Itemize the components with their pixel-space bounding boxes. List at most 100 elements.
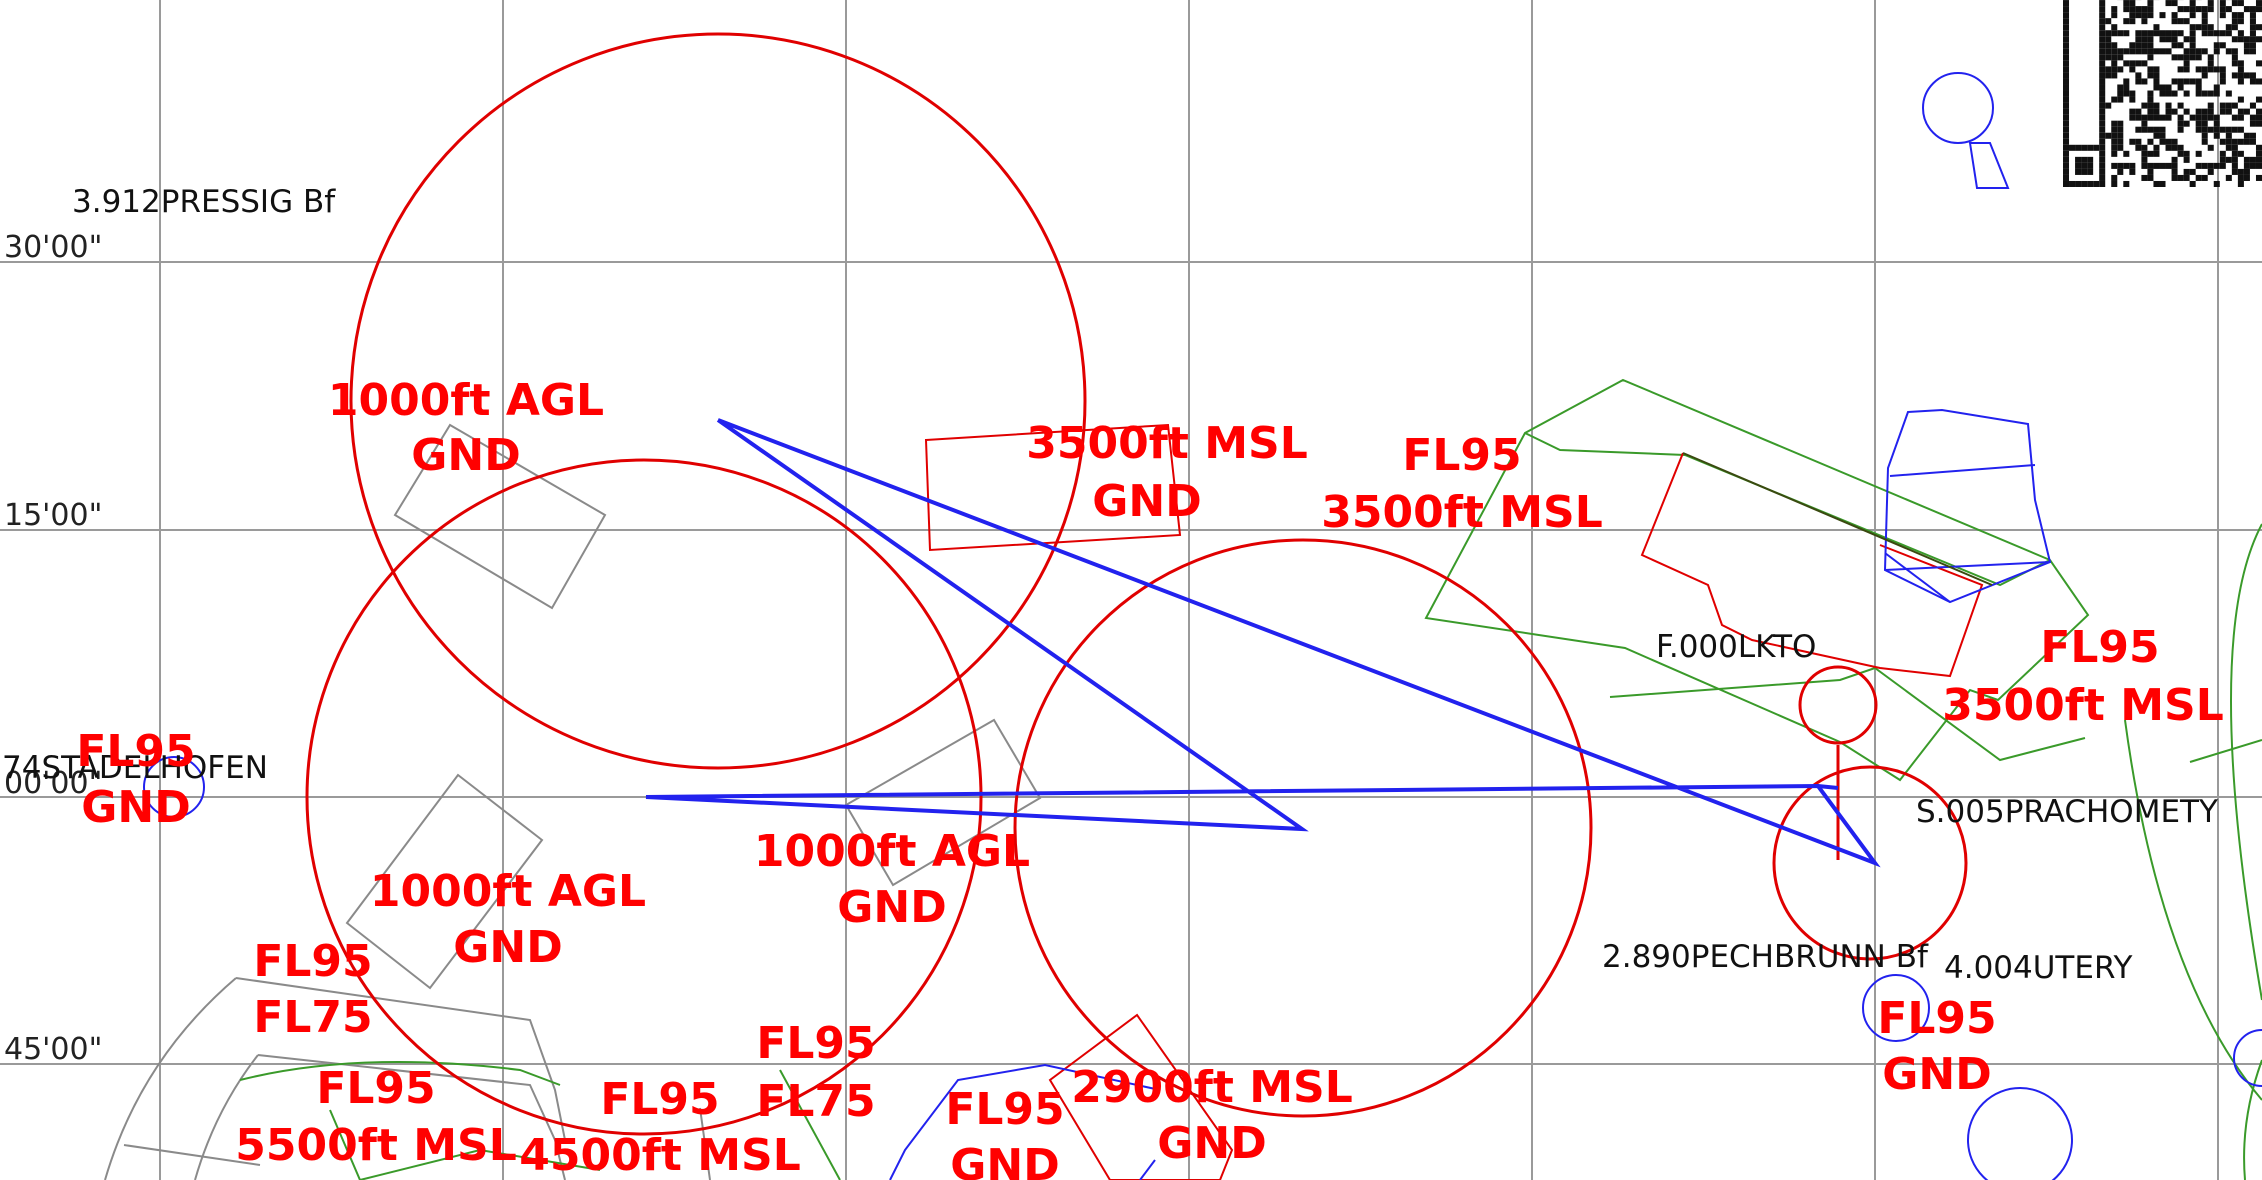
qr-module bbox=[2117, 126, 2124, 133]
qr-module bbox=[2213, 180, 2220, 187]
qr-module bbox=[2099, 78, 2106, 85]
qr-module bbox=[2207, 6, 2214, 13]
qr-module bbox=[2219, 108, 2226, 115]
qr-module bbox=[2213, 120, 2220, 127]
qr-module bbox=[2111, 120, 2118, 127]
qr-module bbox=[2135, 126, 2142, 133]
qr-module bbox=[2171, 54, 2178, 61]
altitude-label[interactable]: FL95 3500ft MSL bbox=[1942, 622, 2223, 731]
qr-module bbox=[2201, 126, 2208, 133]
qr-module bbox=[2153, 180, 2160, 187]
waypoint-lkto[interactable]: F.000LKTO bbox=[1656, 629, 1816, 665]
qr-module bbox=[2237, 138, 2244, 145]
qr-module bbox=[2237, 108, 2244, 115]
qr-module bbox=[2231, 72, 2238, 79]
qr-module bbox=[2225, 48, 2232, 55]
qr-module bbox=[2063, 90, 2070, 97]
qr-module bbox=[2099, 132, 2106, 139]
qr-module bbox=[2075, 144, 2082, 151]
qr-module bbox=[2255, 0, 2262, 7]
altitude-label[interactable]: FL95 4500ft MSL bbox=[519, 1074, 800, 1180]
ctr-areas bbox=[239, 378, 2262, 1180]
qr-module bbox=[2147, 108, 2154, 115]
qr-module bbox=[2189, 78, 2196, 85]
qr-module bbox=[2243, 108, 2250, 115]
qr-module bbox=[2249, 12, 2256, 19]
waypoint-pechbrunn[interactable]: 2.890PECHBRUNN Bf bbox=[1602, 939, 1929, 975]
qr-module bbox=[2099, 12, 2106, 19]
qr-module bbox=[2201, 30, 2208, 37]
qr-module bbox=[2117, 48, 2124, 55]
qr-module bbox=[2237, 150, 2244, 157]
qr-module bbox=[2141, 42, 2148, 49]
qr-module bbox=[2243, 36, 2250, 43]
qr-module bbox=[2189, 114, 2196, 121]
qr-module bbox=[2123, 90, 2130, 97]
qr-module bbox=[2165, 0, 2172, 7]
qr-module bbox=[2195, 162, 2202, 169]
altitude-label[interactable]: FL95 5500ft MSL bbox=[235, 1063, 516, 1171]
vor-circle-ne bbox=[1922, 72, 1994, 144]
altitude-label[interactable]: FL95 GND bbox=[76, 726, 195, 833]
altitude-lower: GND bbox=[411, 430, 520, 481]
qr-module bbox=[2255, 114, 2262, 121]
qr-module bbox=[2141, 18, 2148, 25]
qr-module bbox=[2201, 24, 2208, 31]
altitude-label[interactable]: FL95 GND bbox=[945, 1084, 1064, 1180]
waypoint-pressig[interactable]: 3.912PRESSIG Bf bbox=[72, 184, 336, 220]
altitude-label[interactable]: FL95 3500ft MSL bbox=[1321, 430, 1602, 538]
qr-module bbox=[2225, 102, 2232, 109]
qr-module bbox=[2183, 18, 2190, 25]
qr-module bbox=[2117, 120, 2124, 127]
qr-module bbox=[2159, 126, 2166, 133]
qr-module bbox=[2249, 48, 2256, 55]
qr-module bbox=[2159, 90, 2166, 97]
altitude-label[interactable]: FL95 FL75 bbox=[756, 1018, 875, 1127]
qr-module bbox=[2153, 150, 2160, 157]
altitude-label[interactable]: 3500ft MSL GND bbox=[1026, 418, 1307, 527]
qr-module bbox=[2063, 30, 2070, 37]
qr-module bbox=[2201, 12, 2208, 19]
altitude-label[interactable]: 1000ft AGL GND bbox=[370, 866, 646, 973]
qr-code bbox=[2063, 0, 2262, 187]
qr-module bbox=[2195, 174, 2202, 181]
qr-module bbox=[2225, 126, 2232, 133]
qr-module bbox=[2111, 48, 2118, 55]
waypoint-stadelhofen[interactable]: 74STADELHOFEN bbox=[2, 750, 268, 786]
qr-module bbox=[2141, 150, 2148, 157]
ctr-boundary-1 bbox=[1524, 432, 2051, 587]
qr-module bbox=[2207, 102, 2214, 109]
qr-module bbox=[2123, 0, 2130, 7]
qr-module bbox=[2111, 138, 2118, 145]
route bbox=[645, 418, 1881, 868]
altitude-label[interactable]: 1000ft AGL GND bbox=[328, 375, 604, 481]
qr-module bbox=[2177, 54, 2184, 61]
qr-module bbox=[2231, 12, 2238, 19]
qr-module bbox=[2213, 114, 2220, 121]
altitude-label[interactable]: 2900ft MSL GND bbox=[1071, 1062, 1352, 1169]
qr-module bbox=[2231, 162, 2238, 169]
waypoint-prachomety[interactable]: S.005PRACHOMETY bbox=[1916, 794, 2218, 830]
qr-module bbox=[2237, 174, 2244, 181]
qr-module bbox=[2195, 108, 2202, 115]
qr-module bbox=[2255, 96, 2262, 103]
waypoint-utery[interactable]: 4.004UTERY bbox=[1944, 950, 2133, 986]
qr-module bbox=[2165, 108, 2172, 115]
altitude-label[interactable]: FL95 GND bbox=[1877, 993, 1996, 1100]
qr-module bbox=[2189, 168, 2196, 175]
qr-module bbox=[2255, 60, 2262, 67]
qr-module bbox=[2153, 108, 2160, 115]
ctr-boundary-5 bbox=[359, 1148, 601, 1180]
qr-module bbox=[2177, 66, 2184, 73]
qr-module bbox=[2141, 120, 2148, 127]
qr-module bbox=[2099, 180, 2106, 187]
restricted-circle-1 bbox=[349, 32, 1087, 770]
altitude-label[interactable]: 1000ft AGL GND bbox=[754, 826, 1030, 933]
qr-module bbox=[2075, 162, 2082, 169]
qr-module bbox=[2141, 126, 2148, 133]
restricted-rect bbox=[924, 423, 1182, 552]
altitude-label[interactable]: FL95 FL75 bbox=[253, 936, 372, 1043]
qr-module bbox=[2123, 60, 2130, 67]
qr-module bbox=[2237, 114, 2244, 121]
